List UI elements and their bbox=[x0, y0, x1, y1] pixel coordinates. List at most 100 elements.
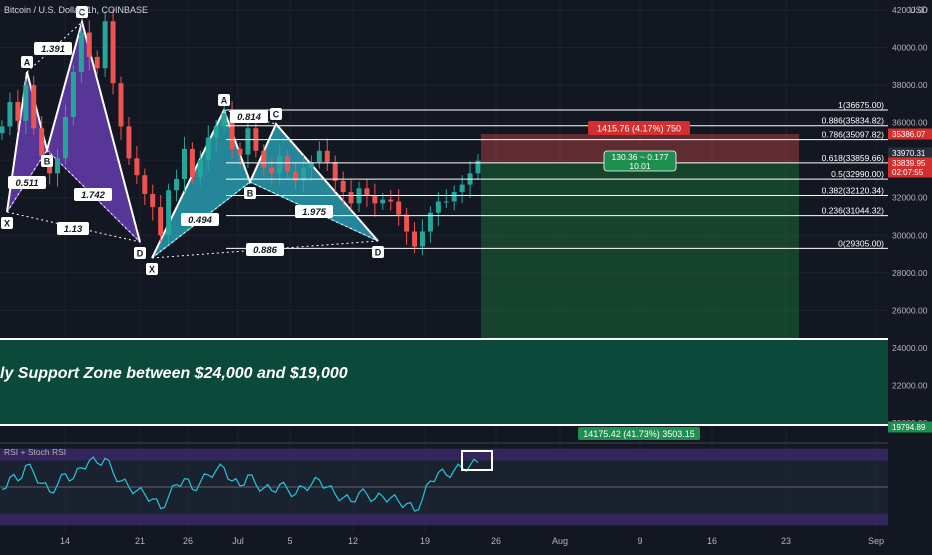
candle-body bbox=[229, 113, 235, 149]
price-axis-label: 02:07:55 bbox=[888, 166, 932, 178]
pattern-point-label: B bbox=[41, 155, 53, 167]
candle-body bbox=[435, 201, 441, 213]
pattern-ratio-label: 0.814 bbox=[230, 110, 268, 123]
price-tick-label: 36000.00 bbox=[892, 118, 928, 128]
point-label-bg bbox=[76, 6, 88, 18]
candle bbox=[181, 136, 187, 193]
time-axis[interactable]: 14 21 26 Jul 5 12 19 26 Aug 9 16 23 Sep bbox=[60, 536, 884, 546]
ratio-label-bg bbox=[34, 42, 72, 55]
target-label: 14175.42 (41.73%) 3503.15 bbox=[578, 427, 700, 440]
fib-level: 0.786(35097.82) bbox=[226, 130, 888, 141]
candle bbox=[451, 185, 457, 211]
currency-label: USD bbox=[909, 5, 929, 15]
candle-body bbox=[189, 148, 195, 178]
fib-label: 0.382(32120.34) bbox=[822, 185, 885, 195]
time-tick-label: 5 bbox=[287, 536, 292, 546]
candle-body bbox=[324, 150, 330, 163]
entry-label-line-1: 130.36 ~ 0.177 bbox=[612, 152, 669, 162]
candle bbox=[213, 119, 219, 151]
support-zone-rect[interactable] bbox=[0, 339, 888, 425]
candle bbox=[205, 125, 211, 172]
candle bbox=[142, 168, 148, 206]
point-label-bg bbox=[41, 155, 53, 167]
candle-body bbox=[7, 101, 13, 127]
pattern-ratio-label: 1.742 bbox=[74, 188, 112, 201]
fib-label: 0.236(31044.32) bbox=[822, 206, 885, 216]
take-profit-zone[interactable] bbox=[481, 162, 799, 338]
point-label-text: X bbox=[4, 219, 10, 229]
candle bbox=[55, 148, 61, 187]
pattern-ratio-label: 0.511 bbox=[8, 176, 46, 189]
price-tick-label: 24000.00 bbox=[892, 343, 928, 353]
candle bbox=[340, 171, 346, 206]
candle-body bbox=[86, 32, 92, 57]
candle-body bbox=[451, 192, 457, 202]
price-tick-label: 26000.00 bbox=[892, 305, 928, 315]
point-label-bg bbox=[218, 94, 230, 106]
time-tick-label: 14 bbox=[60, 536, 70, 546]
symbol-title: Bitcoin / U.S. Dollar, 1h, COINBASE bbox=[4, 5, 148, 15]
candle-body bbox=[166, 190, 172, 236]
price-axis-label: 33970.31 bbox=[888, 147, 932, 159]
candle-body bbox=[412, 231, 418, 247]
candle-body bbox=[340, 180, 346, 193]
candle-body bbox=[269, 167, 275, 174]
point-label-bg bbox=[270, 108, 282, 120]
ratio-label-text: 0.494 bbox=[188, 215, 212, 226]
fib-label: 0.886(35834.82) bbox=[822, 116, 885, 126]
candle-body bbox=[419, 231, 425, 247]
stoch-oversold-band bbox=[0, 513, 888, 526]
point-label-text: A bbox=[221, 96, 228, 106]
candle bbox=[7, 92, 13, 136]
price-tick-label: 30000.00 bbox=[892, 230, 928, 240]
candle-body bbox=[427, 212, 433, 232]
candle-body bbox=[110, 21, 116, 84]
candle bbox=[197, 150, 203, 186]
rsi-highlight-box[interactable] bbox=[461, 450, 493, 471]
pattern-ac-dotted bbox=[26, 21, 83, 73]
pattern-point-label: X bbox=[1, 217, 13, 229]
candle bbox=[86, 20, 92, 71]
fib-label: 0.5(32990.00) bbox=[831, 169, 884, 179]
ratio-label-bg bbox=[181, 213, 219, 226]
candle-body bbox=[31, 85, 37, 129]
candle bbox=[372, 183, 378, 217]
time-tick-label: 26 bbox=[491, 536, 501, 546]
candle-body bbox=[118, 83, 124, 127]
price-axis-label-text: 35386.07 bbox=[892, 130, 926, 139]
price-tick-label: 28000.00 bbox=[892, 268, 928, 278]
fib-level: 0.618(33859.66) bbox=[226, 153, 888, 164]
time-tick-label: 9 bbox=[637, 536, 642, 546]
point-label-text: C bbox=[273, 110, 280, 120]
point-label-text: C bbox=[79, 8, 86, 18]
pattern-ratio-label: 0.494 bbox=[181, 213, 219, 226]
rsi-line bbox=[1, 456, 479, 512]
candle bbox=[419, 219, 425, 256]
pattern-xb-dotted bbox=[151, 181, 251, 259]
point-label-text: D bbox=[375, 248, 382, 258]
pattern-point-label: X bbox=[146, 263, 158, 275]
candle bbox=[324, 138, 330, 171]
fib-level: 0.382(32120.34) bbox=[226, 185, 888, 196]
fib-level: 1(36675.00) bbox=[226, 100, 888, 111]
candle bbox=[237, 142, 243, 166]
point-label-text: D bbox=[137, 249, 144, 259]
candle bbox=[94, 50, 100, 75]
candle bbox=[70, 65, 76, 126]
rsi-panel-title: RSI + Stoch RSI bbox=[4, 447, 66, 457]
candle bbox=[332, 155, 338, 192]
pattern-point-label: C bbox=[270, 108, 282, 120]
time-tick-label: Aug bbox=[552, 536, 568, 546]
candle-body bbox=[94, 56, 100, 69]
ratio-label-text: 1.13 bbox=[64, 224, 83, 235]
time-axis-background bbox=[0, 532, 932, 550]
fibonacci-retracement[interactable]: 1(36675.00) 0.886(35834.82) 0.786(35097.82… bbox=[226, 100, 888, 249]
candle-body bbox=[0, 126, 5, 134]
price-axis-label: 35386.07 bbox=[888, 128, 932, 140]
candle-body bbox=[443, 201, 449, 203]
candle-body bbox=[197, 160, 203, 178]
time-tick-label: 23 bbox=[781, 536, 791, 546]
ratio-label-text: 0.814 bbox=[237, 112, 261, 123]
